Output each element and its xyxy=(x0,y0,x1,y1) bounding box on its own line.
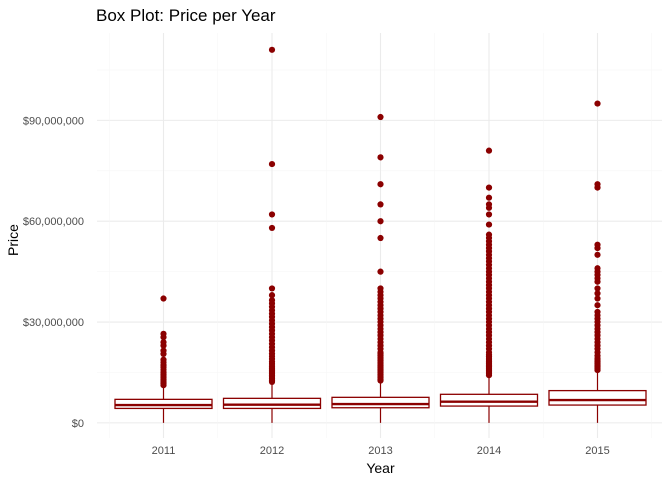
outlier-point xyxy=(485,231,493,238)
outlier-point xyxy=(594,295,601,302)
outlier-point xyxy=(377,218,384,225)
outlier-point xyxy=(377,201,384,208)
outlier-point xyxy=(268,211,276,218)
outlier-point xyxy=(485,184,493,191)
outlier-point xyxy=(268,224,276,232)
outlier-point xyxy=(594,181,601,188)
outlier-point xyxy=(485,221,493,228)
chart-title: Box Plot: Price per Year xyxy=(96,6,276,25)
outlier-point xyxy=(160,330,167,337)
x-axis-title: Year xyxy=(366,460,395,476)
y-tick-label: $90,000,000 xyxy=(23,115,84,127)
box-2011 xyxy=(114,295,213,423)
outlier-point xyxy=(160,347,167,354)
box-2014 xyxy=(439,147,539,423)
outlier-point xyxy=(377,234,384,242)
outlier-point xyxy=(160,339,167,346)
y-axis-ticks: $0 $30,000,000 $60,000,000 $90,000,000 xyxy=(23,115,84,429)
y-tick-label: $30,000,000 xyxy=(23,317,84,329)
outlier-point xyxy=(485,211,493,218)
outlier-point xyxy=(594,285,601,292)
y-axis-title: Price xyxy=(5,224,21,256)
outlier-point xyxy=(160,356,167,363)
y-tick-label: $60,000,000 xyxy=(23,216,84,228)
outlier-point xyxy=(594,251,601,258)
outlier-point xyxy=(485,194,493,201)
outlier-point xyxy=(594,265,601,272)
box-iqr xyxy=(222,397,322,410)
y-tick-label: $0 xyxy=(72,418,84,430)
outlier-point xyxy=(485,201,493,208)
x-tick-label: 2013 xyxy=(368,445,392,457)
outlier-point xyxy=(377,113,384,121)
outlier-point xyxy=(594,290,601,297)
outlier-point xyxy=(594,302,601,309)
outlier-point xyxy=(268,46,276,53)
box-iqr xyxy=(548,389,647,406)
outlier-point xyxy=(377,154,384,161)
box-series xyxy=(114,46,647,423)
outlier-point xyxy=(377,181,384,188)
outlier-point xyxy=(377,285,384,292)
outlier-point xyxy=(485,147,493,154)
outlier-point xyxy=(268,160,276,168)
outlier-point xyxy=(268,285,276,292)
box-2012 xyxy=(222,46,322,423)
outlier-point xyxy=(594,241,601,248)
outlier-point xyxy=(268,292,276,299)
x-tick-label: 2011 xyxy=(152,445,176,457)
outlier-point xyxy=(594,308,601,316)
outlier-point xyxy=(594,100,601,107)
x-tick-label: 2014 xyxy=(477,445,501,457)
outlier-point xyxy=(268,297,276,304)
box-2013 xyxy=(331,113,430,423)
box-iqr xyxy=(331,396,430,409)
box-2015 xyxy=(548,100,647,423)
outlier-point xyxy=(160,295,167,302)
x-tick-label: 2012 xyxy=(260,445,284,457)
outlier-point xyxy=(377,268,384,275)
x-tick-label: 2015 xyxy=(585,445,609,457)
box-iqr xyxy=(439,393,539,407)
x-axis-ticks: 2011 2012 2013 2014 2015 xyxy=(152,445,610,457)
